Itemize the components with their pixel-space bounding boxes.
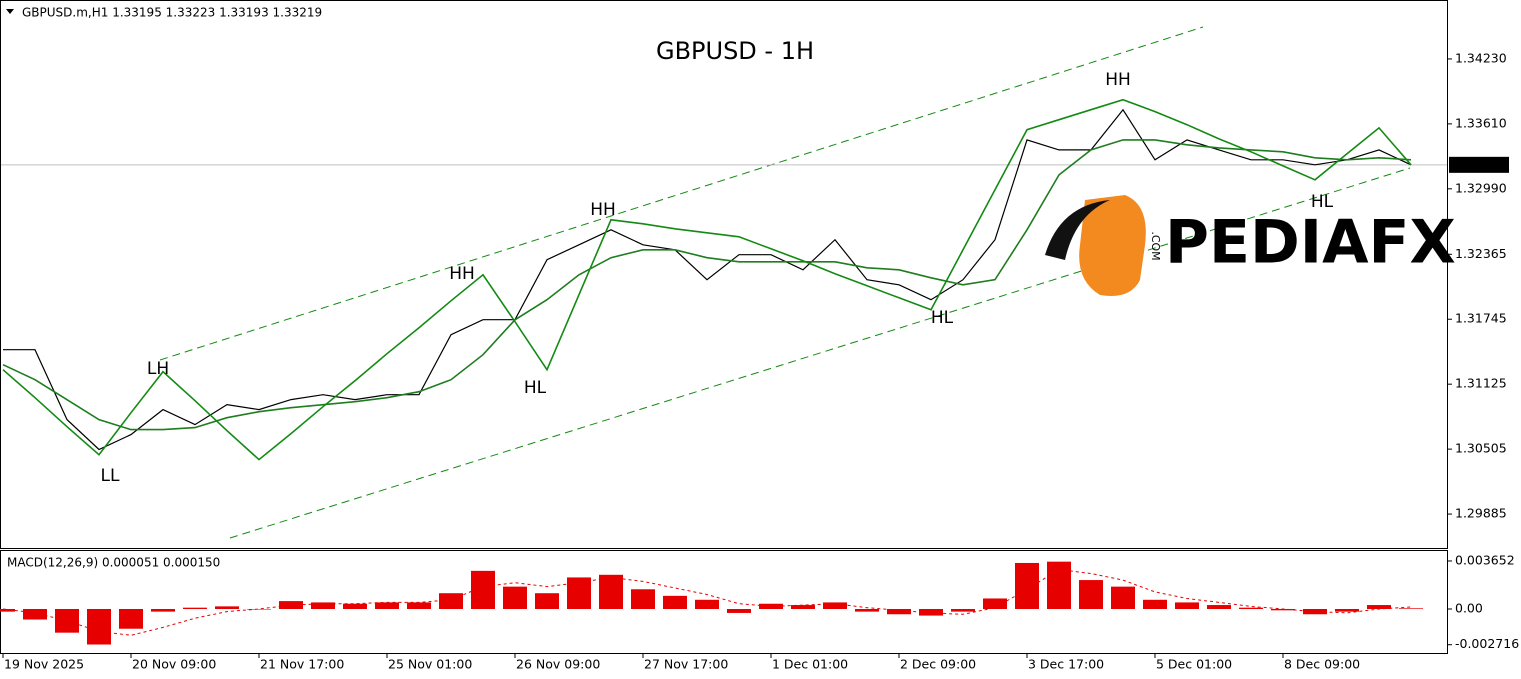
- macd-bar: [183, 607, 207, 609]
- x-tick-label: 25 Nov 01:00: [388, 657, 472, 672]
- macd-bar: [951, 608, 975, 612]
- macd-bar: [343, 603, 367, 609]
- macd-header: MACD(12,26,9) 0.000051 0.000150: [7, 556, 220, 570]
- macd-bar: [1239, 607, 1263, 609]
- macd-bar: [215, 606, 239, 609]
- macd-bar: [1015, 562, 1039, 609]
- x-tick-label: 5 Dec 01:00: [1156, 657, 1232, 672]
- x-tick-label: 27 Nov 17:00: [644, 657, 728, 672]
- x-tick-label: 20 Nov 09:00: [132, 657, 216, 672]
- signal-line: [2, 568, 1412, 636]
- price-frame: [0, 0, 1448, 549]
- macd-bar: [407, 602, 431, 609]
- macd-bar: [1399, 608, 1423, 609]
- y-tick-label: -0.002716: [1455, 636, 1519, 651]
- macd-bar: [919, 608, 943, 616]
- macd-frame: [0, 550, 1448, 654]
- y-tick-label: 1.33610: [1455, 115, 1507, 130]
- macd-bar: [247, 608, 271, 610]
- y-tick-label: 0.003652: [1455, 552, 1515, 567]
- pattern-label: HL: [1311, 192, 1334, 212]
- channel-lower: [229, 167, 1411, 539]
- macd-bar: [599, 574, 623, 609]
- price-line: [2, 139, 1412, 431]
- macd-bar: [1335, 608, 1359, 612]
- macd-bar: [1175, 602, 1199, 609]
- macd-bar: [1207, 605, 1231, 609]
- y-tick-label: 1.32990: [1455, 180, 1507, 195]
- pattern-label: LL: [101, 466, 120, 486]
- channel-upper: [159, 26, 1204, 361]
- macd-bar: [983, 598, 1007, 609]
- y-tick-label: 1.32365: [1455, 246, 1507, 261]
- x-tick-label: 1 Dec 01:00: [772, 657, 848, 672]
- current-price-box: [1449, 156, 1509, 173]
- x-tick-label: 2 Dec 09:00: [900, 657, 976, 672]
- macd-bar: [567, 577, 591, 609]
- header-arrow: [6, 9, 14, 14]
- macd-bar: [1271, 608, 1295, 611]
- macd-bar: [0, 608, 15, 612]
- macd-bar: [375, 602, 399, 609]
- macd-bar: [87, 608, 111, 645]
- price-line: [3, 108, 1412, 451]
- y-tick-label: 1.29885: [1455, 506, 1507, 521]
- price-line: [2, 98, 1412, 461]
- macd-bar: [791, 605, 815, 609]
- macd-bar: [855, 608, 879, 612]
- macd-bar: [1079, 580, 1103, 609]
- macd-bar: [439, 593, 463, 609]
- chart-title: GBPUSD - 1H: [656, 37, 814, 65]
- macd-bar: [887, 608, 911, 615]
- x-tick-label: 3 Dec 17:00: [1028, 657, 1104, 672]
- y-tick-label: 1.31125: [1455, 376, 1507, 391]
- y-tick-label: 1.34230: [1455, 50, 1507, 65]
- macd-bar: [151, 608, 175, 612]
- macd-bar: [695, 599, 719, 609]
- x-tick-label: 19 Nov 2025: [4, 657, 84, 672]
- pattern-label: HL: [931, 308, 954, 328]
- macd-bar: [663, 595, 687, 609]
- macd-bar: [1047, 561, 1071, 609]
- y-tick-label: 0.00: [1455, 600, 1483, 615]
- macd-bar: [23, 608, 47, 620]
- macd-bar: [631, 589, 655, 609]
- macd-bar: [1303, 608, 1327, 615]
- x-tick-label: 8 Dec 09:00: [1284, 657, 1360, 672]
- pattern-label: HL: [524, 378, 547, 398]
- x-tick-label: 26 Nov 09:00: [516, 657, 600, 672]
- pattern-label: LH: [147, 359, 169, 379]
- macd-bar: [1111, 586, 1135, 609]
- y-tick-label: 1.31745: [1455, 311, 1507, 326]
- macd-bar: [727, 608, 751, 613]
- macd-bar: [1367, 605, 1391, 609]
- watermark-sub: .COM: [1149, 231, 1162, 260]
- pattern-label: HH: [590, 200, 616, 220]
- macd-bar: [823, 602, 847, 609]
- macd-bar: [1143, 599, 1167, 609]
- chart-header: GBPUSD.m,H1 1.33195 1.33223 1.33193 1.33…: [22, 6, 322, 20]
- macd-bar: [55, 608, 79, 633]
- watermark: PEDIAFX: [1165, 208, 1456, 278]
- macd-bar: [535, 593, 559, 609]
- pattern-label: HH: [449, 264, 475, 284]
- logo: [1045, 195, 1146, 296]
- macd-bar: [503, 586, 527, 609]
- current-price-label: 1.33219: [1455, 156, 1507, 171]
- macd-bar: [119, 608, 143, 629]
- y-tick-label: 1.30505: [1455, 441, 1507, 456]
- logo-swoosh: [1045, 200, 1110, 260]
- x-tick-label: 21 Nov 17:00: [260, 657, 344, 672]
- logo-mark: [1079, 195, 1146, 296]
- pattern-label: HH: [1105, 70, 1131, 90]
- macd-bar: [311, 602, 335, 609]
